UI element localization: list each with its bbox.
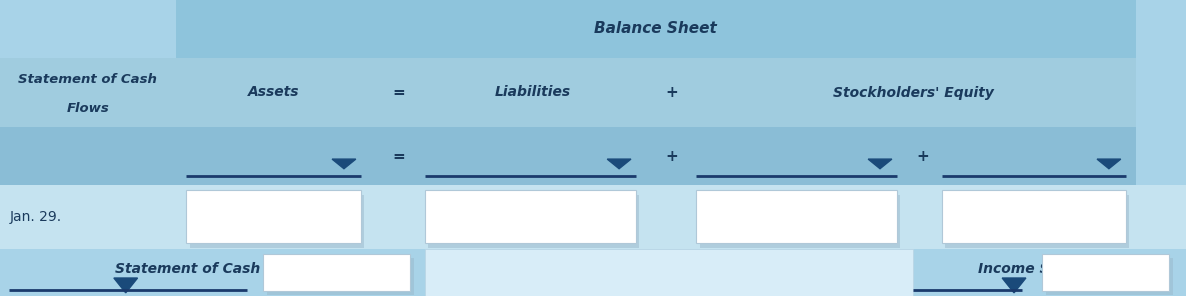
Polygon shape <box>607 159 631 169</box>
FancyBboxPatch shape <box>176 58 1136 127</box>
Polygon shape <box>868 159 892 169</box>
Text: Statement of Cash: Statement of Cash <box>18 73 158 86</box>
Bar <box>428 195 639 248</box>
Text: =: = <box>393 85 404 100</box>
Text: +: + <box>665 149 677 164</box>
FancyBboxPatch shape <box>176 0 1136 58</box>
Text: Statement of Cash Flows: Statement of Cash Flows <box>115 262 310 276</box>
Polygon shape <box>114 278 138 293</box>
Text: Stockholders' Equity: Stockholders' Equity <box>834 86 994 99</box>
Text: Balance Sheet: Balance Sheet <box>594 21 718 36</box>
Text: Liabilities: Liabilities <box>495 86 572 99</box>
Bar <box>186 190 361 243</box>
Text: Jan. 29.: Jan. 29. <box>9 210 62 224</box>
FancyBboxPatch shape <box>0 127 176 185</box>
Text: =: = <box>393 149 404 164</box>
Text: Flows: Flows <box>66 102 109 115</box>
Bar <box>425 190 636 243</box>
Polygon shape <box>1002 278 1026 293</box>
Bar <box>700 195 900 248</box>
Bar <box>942 190 1126 243</box>
FancyBboxPatch shape <box>1136 185 1186 249</box>
Bar <box>945 195 1129 248</box>
Text: Income Statement: Income Statement <box>977 262 1122 276</box>
FancyBboxPatch shape <box>425 249 913 296</box>
Polygon shape <box>1097 159 1121 169</box>
Polygon shape <box>332 159 356 169</box>
FancyBboxPatch shape <box>0 249 1186 296</box>
Bar <box>1046 258 1173 295</box>
FancyBboxPatch shape <box>176 127 1136 185</box>
Text: +: + <box>917 149 929 164</box>
FancyBboxPatch shape <box>0 58 176 127</box>
Text: +: + <box>665 85 677 100</box>
FancyBboxPatch shape <box>1136 0 1186 58</box>
Bar <box>1042 254 1169 291</box>
Bar <box>267 258 414 295</box>
FancyBboxPatch shape <box>1136 58 1186 127</box>
FancyBboxPatch shape <box>1136 127 1186 185</box>
FancyBboxPatch shape <box>0 0 176 58</box>
FancyBboxPatch shape <box>0 185 1186 249</box>
Bar <box>190 195 364 248</box>
Bar <box>696 190 897 243</box>
Text: Assets: Assets <box>248 86 299 99</box>
Bar <box>263 254 410 291</box>
